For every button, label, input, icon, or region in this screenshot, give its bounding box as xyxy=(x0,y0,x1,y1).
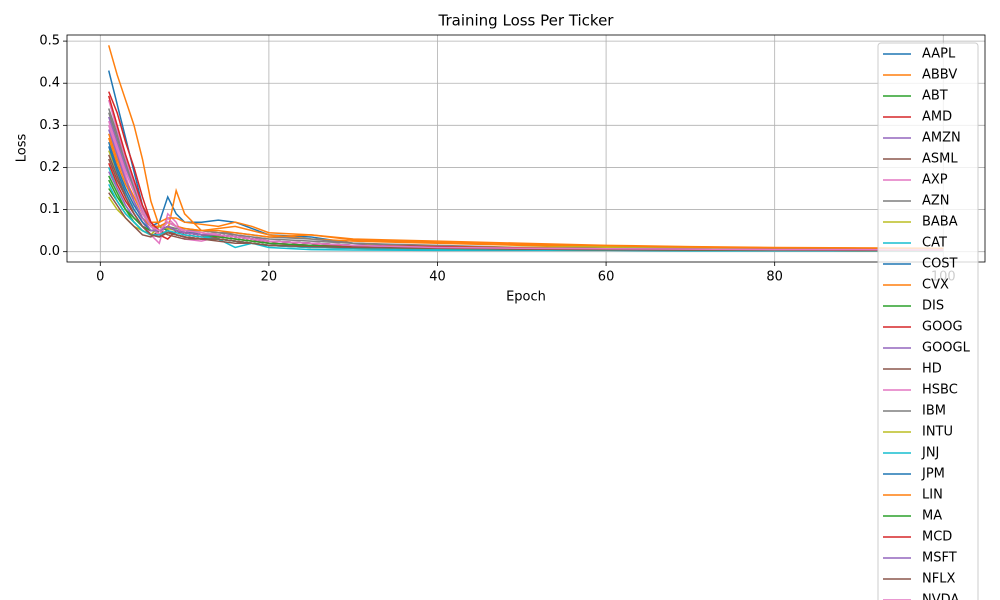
legend-label: HSBC xyxy=(922,383,958,398)
legend-label: COST xyxy=(922,257,958,272)
loss-line xyxy=(108,179,944,252)
y-tick-label: 0.3 xyxy=(39,118,60,133)
loss-line xyxy=(108,99,944,251)
y-tick-label: 0.5 xyxy=(39,34,60,49)
legend-label: IBM xyxy=(922,404,946,419)
x-tick-label: 60 xyxy=(598,270,615,285)
y-tick-label: 0.0 xyxy=(39,244,60,259)
loss-line xyxy=(108,116,944,251)
x-axis-label: Epoch xyxy=(506,290,546,305)
loss-line xyxy=(108,45,944,250)
loss-line xyxy=(108,108,944,251)
legend-label: GOOGL xyxy=(922,341,971,356)
loss-line xyxy=(108,175,944,252)
legend-label: AZN xyxy=(922,194,950,209)
legend-label: NFLX xyxy=(922,572,955,587)
legend-label: HD xyxy=(922,362,942,377)
plot-frame xyxy=(66,34,986,263)
loss-line xyxy=(108,112,944,251)
legend-label: MCD xyxy=(922,530,952,545)
y-tick-label: 0.4 xyxy=(39,76,60,91)
legend-label: AAPL xyxy=(922,47,956,62)
loss-line xyxy=(108,133,944,250)
legend-label: JNJ xyxy=(921,446,939,461)
legend-label: JPM xyxy=(921,467,945,482)
legend-label: INTU xyxy=(922,425,953,440)
x-tick-label: 0 xyxy=(96,270,104,285)
legend-label: ABBV xyxy=(922,68,957,83)
legend-label: ABT xyxy=(922,89,948,104)
x-tick-label: 20 xyxy=(261,270,278,285)
legend-label: CAT xyxy=(922,236,947,251)
y-tick-label: 0.2 xyxy=(39,160,60,175)
legend-label: NVDA xyxy=(922,593,959,600)
y-tick-label: 0.1 xyxy=(39,202,60,217)
legend-label: MA xyxy=(922,509,942,524)
legend-label: GOOG xyxy=(922,320,963,335)
legend-box xyxy=(877,42,979,600)
loss-line xyxy=(108,141,944,251)
legend-label: ASML xyxy=(922,152,958,167)
legend-label: LIN xyxy=(922,488,943,503)
loss-line xyxy=(108,137,944,250)
legend-label: BABA xyxy=(922,215,958,230)
x-tick-label: 40 xyxy=(429,270,446,285)
legend-label: AMD xyxy=(922,110,952,125)
y-axis-label: Loss xyxy=(15,134,30,163)
loss-line xyxy=(108,125,944,251)
legend-label: DIS xyxy=(922,299,944,314)
legend: AAPL ABBV ABT AMD AMZN ASML AXP AZN BABA CAT COST C… xyxy=(877,42,979,600)
loss-line xyxy=(108,120,944,251)
chart-title: Training Loss Per Ticker xyxy=(438,12,615,30)
legend-label: AXP xyxy=(922,173,948,188)
legend-label: MSFT xyxy=(922,551,957,566)
loss-line xyxy=(108,154,944,252)
legend-label: AMZN xyxy=(922,131,961,146)
x-tick-label: 80 xyxy=(766,270,783,285)
legend-label: CVX xyxy=(922,278,949,293)
